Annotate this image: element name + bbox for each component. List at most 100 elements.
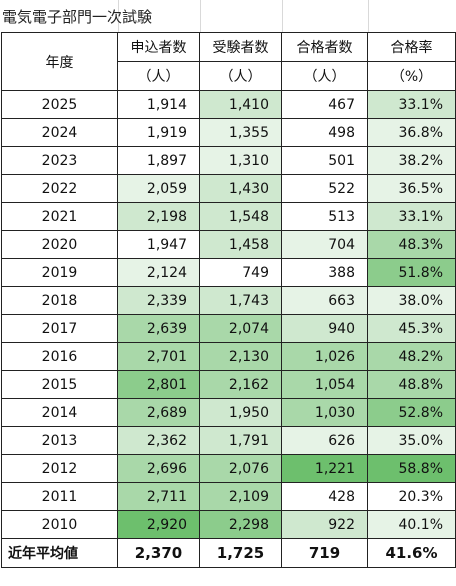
year-cell[interactable]: 2011 bbox=[1, 482, 118, 511]
passers-cell[interactable]: 922 bbox=[281, 510, 368, 539]
rate-cell[interactable]: 48.2% bbox=[367, 342, 456, 371]
average-label[interactable]: 近年平均値 bbox=[1, 538, 118, 568]
exam-results-table: 年度 申込者数 受験者数 合格者数 合格率 （人） （人） （人） （%） 20… bbox=[1, 32, 456, 568]
examinees-cell[interactable]: 2,074 bbox=[199, 314, 282, 343]
year-cell[interactable]: 2016 bbox=[1, 342, 118, 371]
table-row: 2017 2,639 2,074 940 45.3% bbox=[1, 314, 456, 343]
applicants-cell[interactable]: 2,198 bbox=[117, 202, 200, 231]
average-examinees-cell[interactable]: 1,725 bbox=[199, 538, 282, 568]
applicants-cell[interactable]: 2,339 bbox=[117, 286, 200, 315]
year-cell[interactable]: 2014 bbox=[1, 398, 118, 427]
rate-cell[interactable]: 33.1% bbox=[367, 202, 456, 231]
table-row: 2014 2,689 1,950 1,030 52.8% bbox=[1, 398, 456, 427]
rate-cell[interactable]: 58.8% bbox=[367, 454, 456, 483]
examinees-cell[interactable]: 1,950 bbox=[199, 398, 282, 427]
examinees-cell[interactable]: 1,791 bbox=[199, 426, 282, 455]
examinees-cell[interactable]: 2,162 bbox=[199, 370, 282, 399]
passers-cell[interactable]: 940 bbox=[281, 314, 368, 343]
passers-cell[interactable]: 513 bbox=[281, 202, 368, 231]
header-year[interactable]: 年度 bbox=[1, 32, 118, 91]
passers-cell[interactable]: 1,221 bbox=[281, 454, 368, 483]
year-cell[interactable]: 2013 bbox=[1, 426, 118, 455]
examinees-cell[interactable]: 1,458 bbox=[199, 230, 282, 259]
rate-cell[interactable]: 20.3% bbox=[367, 482, 456, 511]
rate-cell[interactable]: 48.3% bbox=[367, 230, 456, 259]
header-rate-unit[interactable]: （%） bbox=[367, 61, 456, 91]
applicants-cell[interactable]: 1,914 bbox=[117, 90, 200, 119]
passers-cell[interactable]: 704 bbox=[281, 230, 368, 259]
rate-cell[interactable]: 45.3% bbox=[367, 314, 456, 343]
examinees-cell[interactable]: 2,109 bbox=[199, 482, 282, 511]
year-cell[interactable]: 2010 bbox=[1, 510, 118, 539]
passers-cell[interactable]: 522 bbox=[281, 174, 368, 203]
rate-cell[interactable]: 48.8% bbox=[367, 370, 456, 399]
passers-cell[interactable]: 498 bbox=[281, 118, 368, 147]
examinees-cell[interactable]: 1,548 bbox=[199, 202, 282, 231]
average-rate-cell[interactable]: 41.6% bbox=[367, 538, 456, 568]
passers-cell[interactable]: 626 bbox=[281, 426, 368, 455]
passers-cell[interactable]: 467 bbox=[281, 90, 368, 119]
passers-cell[interactable]: 501 bbox=[281, 146, 368, 175]
examinees-cell[interactable]: 1,743 bbox=[199, 286, 282, 315]
examinees-cell[interactable]: 2,076 bbox=[199, 454, 282, 483]
applicants-cell[interactable]: 2,711 bbox=[117, 482, 200, 511]
passers-cell[interactable]: 663 bbox=[281, 286, 368, 315]
applicants-cell[interactable]: 2,639 bbox=[117, 314, 200, 343]
rate-cell[interactable]: 35.0% bbox=[367, 426, 456, 455]
rate-cell[interactable]: 40.1% bbox=[367, 510, 456, 539]
header-applicants-unit[interactable]: （人） bbox=[117, 61, 200, 91]
year-cell[interactable]: 2015 bbox=[1, 370, 118, 399]
examinees-cell[interactable]: 1,410 bbox=[199, 90, 282, 119]
examinees-cell[interactable]: 1,355 bbox=[199, 118, 282, 147]
passers-cell[interactable]: 388 bbox=[281, 258, 368, 287]
rate-cell[interactable]: 38.0% bbox=[367, 286, 456, 315]
applicants-cell[interactable]: 2,124 bbox=[117, 258, 200, 287]
average-applicants-cell[interactable]: 2,370 bbox=[117, 538, 200, 568]
header-rate[interactable]: 合格率 bbox=[367, 32, 456, 62]
passers-cell[interactable]: 1,054 bbox=[281, 370, 368, 399]
passers-cell[interactable]: 428 bbox=[281, 482, 368, 511]
examinees-cell[interactable]: 2,130 bbox=[199, 342, 282, 371]
year-cell[interactable]: 2024 bbox=[1, 118, 118, 147]
applicants-cell[interactable]: 2,059 bbox=[117, 174, 200, 203]
rate-cell[interactable]: 52.8% bbox=[367, 398, 456, 427]
examinees-cell[interactable]: 749 bbox=[199, 258, 282, 287]
applicants-cell[interactable]: 2,696 bbox=[117, 454, 200, 483]
year-cell[interactable]: 2017 bbox=[1, 314, 118, 343]
passers-cell[interactable]: 1,026 bbox=[281, 342, 368, 371]
year-cell[interactable]: 2021 bbox=[1, 202, 118, 231]
year-cell[interactable]: 2020 bbox=[1, 230, 118, 259]
applicants-cell[interactable]: 1,947 bbox=[117, 230, 200, 259]
header-applicants[interactable]: 申込者数 bbox=[117, 32, 200, 62]
applicants-cell[interactable]: 2,701 bbox=[117, 342, 200, 371]
year-cell[interactable]: 2023 bbox=[1, 146, 118, 175]
sheet-title: 電気電子部門一次試験 bbox=[2, 8, 153, 26]
examinees-cell[interactable]: 2,298 bbox=[199, 510, 282, 539]
examinees-cell[interactable]: 1,310 bbox=[199, 146, 282, 175]
header-passers-unit[interactable]: （人） bbox=[281, 61, 368, 91]
year-cell[interactable]: 2012 bbox=[1, 454, 118, 483]
rate-cell[interactable]: 38.2% bbox=[367, 146, 456, 175]
table-row: 2022 2,059 1,430 522 36.5% bbox=[1, 174, 456, 203]
rate-cell[interactable]: 36.8% bbox=[367, 118, 456, 147]
rate-cell[interactable]: 36.5% bbox=[367, 174, 456, 203]
header-examinees[interactable]: 受験者数 bbox=[199, 32, 282, 62]
applicants-cell[interactable]: 2,689 bbox=[117, 398, 200, 427]
header-examinees-unit[interactable]: （人） bbox=[199, 61, 282, 91]
table-row: 2015 2,801 2,162 1,054 48.8% bbox=[1, 370, 456, 399]
year-cell[interactable]: 2018 bbox=[1, 286, 118, 315]
applicants-cell[interactable]: 1,919 bbox=[117, 118, 200, 147]
year-cell[interactable]: 2025 bbox=[1, 90, 118, 119]
year-cell[interactable]: 2022 bbox=[1, 174, 118, 203]
examinees-cell[interactable]: 1,430 bbox=[199, 174, 282, 203]
average-passers-cell[interactable]: 719 bbox=[281, 538, 368, 568]
applicants-cell[interactable]: 1,897 bbox=[117, 146, 200, 175]
applicants-cell[interactable]: 2,920 bbox=[117, 510, 200, 539]
passers-cell[interactable]: 1,030 bbox=[281, 398, 368, 427]
applicants-cell[interactable]: 2,362 bbox=[117, 426, 200, 455]
rate-cell[interactable]: 51.8% bbox=[367, 258, 456, 287]
header-passers[interactable]: 合格者数 bbox=[281, 32, 368, 62]
rate-cell[interactable]: 33.1% bbox=[367, 90, 456, 119]
applicants-cell[interactable]: 2,801 bbox=[117, 370, 200, 399]
year-cell[interactable]: 2019 bbox=[1, 258, 118, 287]
